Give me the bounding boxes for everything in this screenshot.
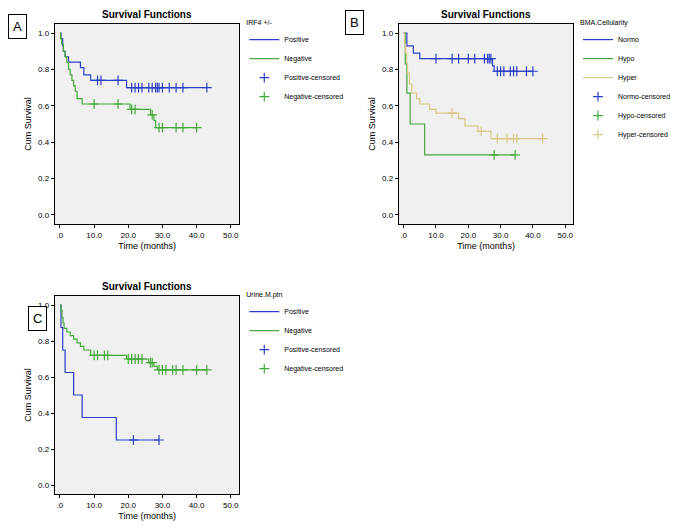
svg-text:0.8: 0.8 [382, 65, 394, 74]
svg-text:Cum Survival: Cum Survival [23, 368, 33, 422]
svg-text:10.0: 10.0 [86, 501, 102, 510]
svg-text:Survival Functions: Survival Functions [102, 9, 192, 20]
svg-text:Urine.M.ptn: Urine.M.ptn [246, 291, 282, 299]
svg-text:0.4: 0.4 [38, 409, 50, 418]
svg-text:Hyper: Hyper [618, 74, 637, 82]
svg-text:0.6: 0.6 [38, 373, 50, 382]
svg-text:Negative-censored: Negative-censored [284, 365, 343, 373]
svg-text:0.8: 0.8 [38, 337, 50, 346]
svg-text:Positive: Positive [284, 36, 309, 43]
svg-text:Time (months): Time (months) [118, 241, 176, 251]
svg-text:Normo-censored: Normo-censored [618, 93, 670, 100]
svg-text:A: A [13, 19, 22, 34]
svg-text:10.0: 10.0 [86, 231, 102, 240]
svg-text:IRF4 +/-: IRF4 +/- [246, 19, 272, 26]
svg-text:Positive-censored: Positive-censored [284, 346, 340, 353]
svg-text:BMA.Cellularity: BMA.Cellularity [580, 19, 628, 27]
svg-text:0.6: 0.6 [38, 102, 50, 111]
svg-text:B: B [350, 15, 359, 30]
svg-text:1.0: 1.0 [382, 29, 394, 38]
svg-text:.0: .0 [57, 501, 64, 510]
svg-text:0.4: 0.4 [38, 138, 50, 147]
svg-text:Survival Functions: Survival Functions [102, 281, 192, 292]
svg-text:Time (months): Time (months) [118, 511, 176, 521]
svg-text:Positive: Positive [284, 308, 309, 315]
svg-text:30.0: 30.0 [155, 501, 171, 510]
svg-text:Normo: Normo [618, 36, 639, 43]
svg-text:Cum Survival: Cum Survival [367, 97, 377, 151]
svg-text:1.0: 1.0 [38, 29, 50, 38]
svg-text:0.2: 0.2 [38, 445, 50, 454]
svg-text:0.2: 0.2 [382, 174, 394, 183]
svg-text:Positive-censored: Positive-censored [284, 74, 340, 81]
svg-text:Negative: Negative [284, 55, 312, 63]
svg-text:50.0: 50.0 [557, 231, 573, 240]
svg-text:20.0: 20.0 [120, 231, 136, 240]
svg-text:1.0: 1.0 [38, 301, 50, 310]
svg-text:Hyper-censored: Hyper-censored [618, 131, 668, 139]
svg-text:50.0: 50.0 [223, 231, 239, 240]
svg-text:0.0: 0.0 [382, 211, 394, 220]
svg-text:0.0: 0.0 [38, 211, 50, 220]
svg-text:30.0: 30.0 [155, 231, 171, 240]
svg-text:0.2: 0.2 [38, 174, 50, 183]
svg-text:Time (months): Time (months) [457, 241, 515, 251]
svg-text:0.0: 0.0 [38, 481, 50, 490]
svg-text:20.0: 20.0 [460, 231, 476, 240]
svg-text:50.0: 50.0 [223, 501, 239, 510]
svg-text:C: C [33, 311, 42, 326]
svg-text:0.6: 0.6 [382, 102, 394, 111]
svg-text:Negative: Negative [284, 327, 312, 335]
svg-text:0.4: 0.4 [382, 138, 394, 147]
svg-text:40.0: 40.0 [525, 231, 541, 240]
svg-text:.0: .0 [400, 231, 407, 240]
svg-text:Hypo-censored: Hypo-censored [618, 112, 666, 120]
svg-text:.0: .0 [57, 231, 64, 240]
svg-text:Negative-censored: Negative-censored [284, 93, 343, 101]
svg-text:Hypo: Hypo [618, 55, 634, 63]
svg-text:10.0: 10.0 [428, 231, 444, 240]
svg-text:30.0: 30.0 [493, 231, 509, 240]
svg-text:40.0: 40.0 [189, 231, 205, 240]
svg-text:40.0: 40.0 [189, 501, 205, 510]
svg-text:20.0: 20.0 [120, 501, 136, 510]
svg-text:Survival Functions: Survival Functions [441, 9, 531, 20]
svg-text:0.8: 0.8 [38, 65, 50, 74]
svg-text:Cum Survival: Cum Survival [23, 97, 33, 151]
